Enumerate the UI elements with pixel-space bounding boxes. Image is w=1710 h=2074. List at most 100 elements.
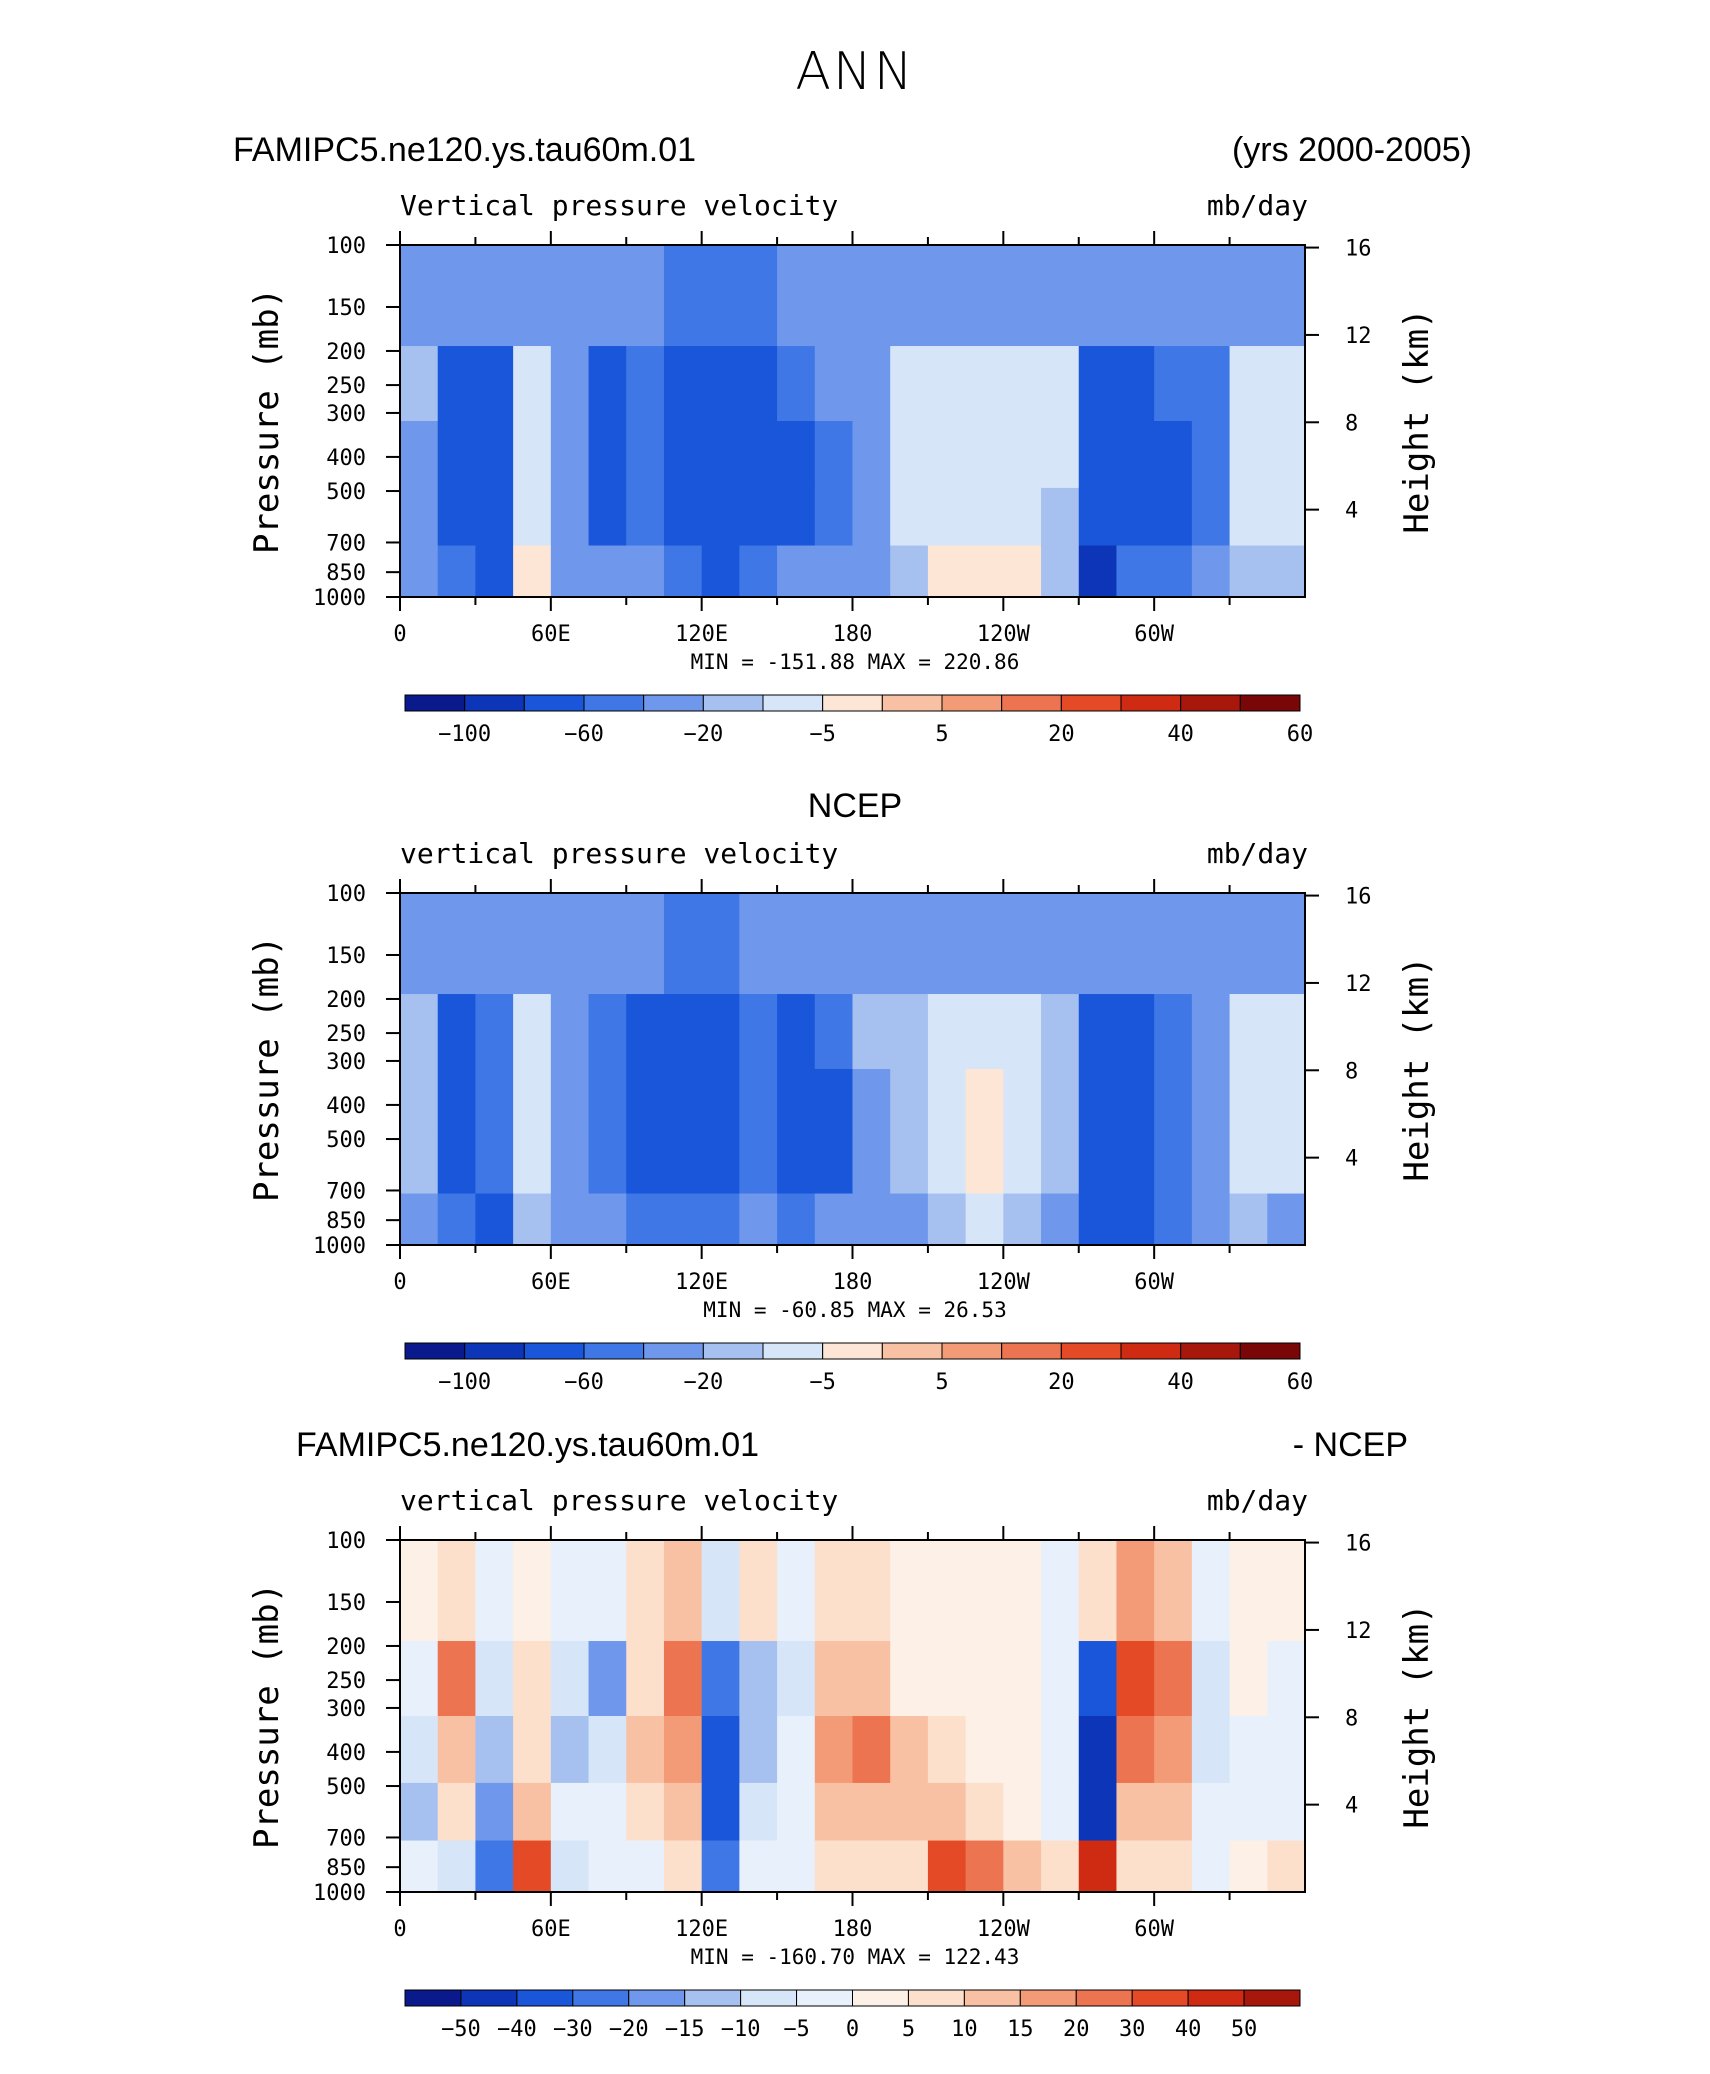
heatmap-cell [1003,1540,1042,1642]
heatmap-cell [927,421,967,489]
colorbar-label: −5 [809,722,836,747]
heatmap-cell [1078,994,1117,1070]
heatmap-cell [475,994,514,1070]
heatmap-cell [550,1641,590,1717]
heatmap-cell [1116,1641,1155,1717]
heatmap-cell [1003,1782,1042,1842]
heatmap-cell [1078,1069,1117,1137]
heatmap-cell [1078,421,1117,489]
colorbar-swatch [881,694,943,712]
heatmap-cell [1041,545,1080,598]
heatmap-cell [437,1069,476,1137]
heatmap-cell [701,1782,740,1842]
heatmap-cell [739,1641,778,1717]
heatmap-cell [1267,1716,1306,1784]
heatmap-cell [1003,421,1042,489]
heatmap-cell [1003,346,1042,422]
colorbar-label: 5 [902,2017,915,2042]
heatmap-cell [1267,893,1306,995]
heatmap-cell [400,421,439,489]
heatmap-cell [890,421,929,489]
y-tick-label: 400 [326,1741,366,1766]
heatmap-cell [437,994,476,1070]
heatmap-cell [400,487,439,547]
heatmap-cell [1003,994,1042,1070]
y2-tick-label: 4 [1345,499,1358,524]
heatmap-cell [437,245,476,347]
heatmap-cell [588,346,627,422]
panel-2-title-center: NCEP [807,787,903,825]
colorbar-label: 30 [1119,2017,1146,2042]
heatmap-cell [588,1193,627,1246]
colorbar-swatch [572,1989,630,2007]
heatmap-cell [588,1840,627,1893]
heatmap-cell [701,1069,740,1137]
heatmap-cell [1116,487,1155,547]
heatmap-cell [663,421,703,489]
y2-tick-label: 12 [1345,324,1372,349]
heatmap-cell [663,545,703,598]
heatmap-cell [400,346,439,422]
heatmap-cell [852,893,891,995]
y2-tick-label: 16 [1345,1532,1372,1557]
y-tick-label: 100 [326,234,366,259]
colorbar-swatch [1060,1342,1122,1360]
colorbar-label: 15 [1007,2017,1034,2042]
heatmap-cell [1229,545,1268,598]
heatmap-cell [437,1540,476,1642]
heatmap-cell [852,1641,891,1717]
heatmap-cell [1154,1540,1193,1642]
heatmap-cell [852,1135,891,1195]
heatmap-cell [663,346,703,422]
heatmap-cell [1116,994,1155,1070]
heatmap-cell [588,994,627,1070]
y2-tick-label: 16 [1345,237,1372,262]
heatmap-cell [1267,1782,1306,1842]
heatmap-cell [400,1193,439,1246]
heatmap-cell [663,487,703,547]
colorbar-label: 40 [1175,2017,1202,2042]
heatmap-cell [1191,1641,1231,1717]
colorbar-swatch [404,1989,462,2007]
x-tick-label: 0 [393,1917,406,1942]
heatmap-cell [777,487,816,547]
heatmap-cell [513,994,552,1070]
heatmap-cell [1267,1135,1306,1195]
heatmap-cell [400,545,439,598]
colorbar-swatch [523,694,585,712]
heatmap-cell [550,1069,590,1137]
colorbar-swatch [404,694,466,712]
heatmap-cell [475,1193,514,1246]
heatmap-cell [890,994,929,1070]
panel-2: 0 60E 120E 180 120W 60W 100 150 200 250 300 400 500 7… [247,879,1437,1395]
heatmap-cell [626,1135,665,1195]
heatmap-cell [890,1540,929,1642]
heatmap-cell [1229,994,1268,1070]
heatmap-cell [1191,994,1231,1070]
heatmap-cell [550,1540,590,1642]
heatmap-cell [814,994,853,1070]
heatmap-cell [588,1716,627,1784]
heatmap-cell [475,487,514,547]
x-tick-label: 120W [977,1917,1031,1942]
heatmap-cell [852,1069,891,1137]
heatmap-cell [1267,487,1306,547]
heatmap-cell [588,1540,627,1642]
heatmap-cell [663,245,703,347]
heatmap-cell [513,346,552,422]
heatmap-cell [1267,1641,1306,1717]
y-tick-label: 700 [326,531,366,556]
heatmap-cell [400,1641,439,1717]
panel-2-heatmap [400,893,1306,1246]
heatmap-cell [475,346,514,422]
heatmap-cell [739,1135,778,1195]
heatmap-cell [1116,421,1155,489]
heatmap-cell [1267,994,1306,1070]
heatmap-cell [400,1840,439,1893]
heatmap-cell [1191,1069,1231,1137]
heatmap-cell [1267,1193,1306,1246]
heatmap-cell [1003,1716,1042,1784]
heatmap-cell [400,1135,439,1195]
heatmap-cell [1191,487,1231,547]
colorbar-label: −20 [683,1370,723,1395]
